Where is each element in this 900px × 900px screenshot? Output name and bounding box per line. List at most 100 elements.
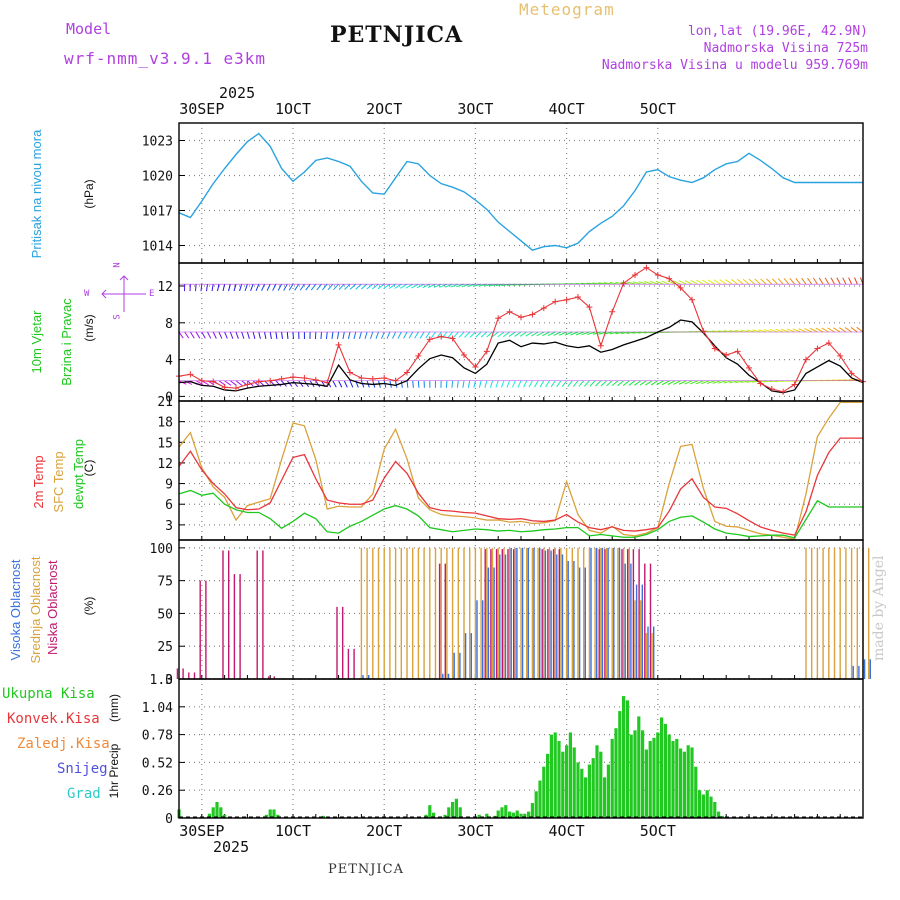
wind-barb [427,283,436,289]
top-date-label: 2OCT [366,100,402,118]
wind-gust-line [178,266,864,393]
tick-label-cloud: 100 [150,542,173,557]
precip-bar [675,738,679,818]
wind-barb [333,283,339,291]
wind-barb [403,331,408,339]
precip-bar [660,717,664,818]
wind-barb [497,331,505,338]
wind-gust-marker [335,341,342,348]
wind-barb [261,283,265,291]
wind-barb [201,331,206,339]
wind-barb [638,281,647,285]
bottom-date-label: 3OCT [457,822,493,840]
wind-barb [818,277,824,285]
wind-barb [412,380,414,388]
wind-barb [667,380,676,385]
wind-barb [486,331,493,338]
wind-gust-marker [369,375,376,382]
wind-barb [472,283,482,287]
bottom-date-label: 5OCT [640,822,676,840]
precip-bar [215,801,219,818]
precip-bar [534,791,538,818]
wind-barb [372,283,379,290]
precip-bar [606,764,610,818]
precip-bar [622,696,626,818]
wind-barb [731,279,738,285]
wind-barb [754,278,761,285]
wind-barb [827,327,835,333]
wind-barb [542,331,550,337]
wind-barb [844,327,852,333]
wind-gust-marker [483,348,490,355]
wind-barb [217,284,220,292]
wind-barb [233,284,237,292]
tick-label-temp: 12 [157,457,173,472]
wind-barb [854,277,858,285]
wind-barb [320,331,322,340]
wind-gust-marker [381,375,388,381]
precip-bar [511,812,515,818]
legend-konvek: Konvek.Kisa [7,711,100,727]
wind-gust-marker [267,377,274,384]
wind-gust-marker [677,284,684,291]
precip-bar [485,813,489,818]
wind-barb [615,281,624,285]
wind-gust-marker [312,376,319,383]
wind-barb [645,380,653,386]
wind-gust-marker [597,342,604,349]
precip-bar [523,813,527,818]
wind-barb [229,380,237,386]
top-date-label: 4OCT [549,100,585,118]
compass-e: E [149,289,155,299]
precip-bar [219,807,223,818]
wind-gust-marker [723,352,730,358]
wind-barb [525,331,533,337]
wind-gust-marker [689,296,695,303]
wind-barb [332,380,337,388]
temp-line-2 [178,489,863,539]
wind-barb [575,331,584,336]
wind-barb [783,278,790,285]
wind-gust-marker [290,374,296,381]
wind-barb [239,284,243,292]
wind-gust-marker [518,314,524,321]
precip-bar [603,777,607,818]
wind-barb [748,278,756,285]
wind-barb [617,380,624,387]
wind-barb [798,328,807,333]
precip-bar [587,764,591,818]
wind-barb [211,284,214,292]
wind-barb [275,331,278,340]
wind-gust-marker [426,336,433,343]
wind-barb [572,380,579,387]
wind-barb [809,327,818,333]
model-label: Model [66,20,112,38]
wind-barb [269,331,272,340]
wind-barb [462,380,465,388]
wind-barb [353,331,357,339]
wind-barb [632,281,641,285]
tick-label-precip: 1.04 [142,701,173,716]
wind-gust-marker [301,375,308,381]
wind-barb [222,284,226,292]
wind-barb [690,380,698,385]
wind-barb [758,329,767,333]
wind-barb [370,331,374,339]
wind-barb [255,283,260,291]
wind-barb [235,380,243,386]
top-date-label: 5OCT [640,100,676,118]
wind-barb [292,380,298,387]
wind-barb [639,380,647,386]
wind-barb [735,380,744,384]
wind-gust-marker [529,311,536,318]
top-year: 2025 [219,84,256,102]
wind-barb [275,380,282,387]
wind-barb [480,331,488,338]
wind-barb [742,278,750,285]
tick-label-precip: 0.52 [142,756,173,771]
wind-barb [539,380,545,388]
tick-label-wind: 8 [165,317,173,332]
wind-barb [786,328,795,333]
wind-barb [218,331,223,339]
